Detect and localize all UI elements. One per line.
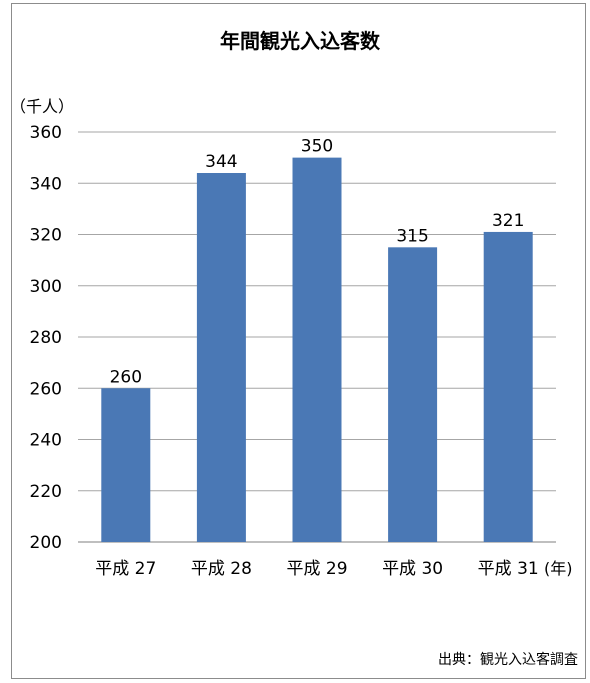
bar xyxy=(292,157,342,542)
data-label: 344 xyxy=(205,152,237,172)
x-axis-unit-label: (年) xyxy=(544,559,573,578)
bar xyxy=(196,173,246,542)
y-tick-label: 260 xyxy=(30,379,62,399)
y-tick-label: 340 xyxy=(30,174,62,194)
data-label: 315 xyxy=(396,226,428,246)
y-axis-unit-label: （千人） xyxy=(10,97,74,116)
data-label: 260 xyxy=(110,367,142,387)
chart-title: 年間観光入込客数 xyxy=(220,29,381,53)
y-tick-label: 200 xyxy=(30,533,62,553)
y-tick-label: 240 xyxy=(30,431,62,451)
y-tick-label: 280 xyxy=(30,328,62,348)
source-note: 出典：観光入込客調査 xyxy=(438,651,578,668)
data-label: 321 xyxy=(492,211,524,231)
y-axis-ticks: 200 220 240 260 280 300 320 340 360 xyxy=(30,123,62,553)
x-category-label: 平成 30 xyxy=(382,559,443,579)
y-tick-label: 360 xyxy=(30,123,62,143)
y-tick-label: 320 xyxy=(30,226,62,246)
data-labels: 260 344 350 315 321 xyxy=(110,137,525,388)
bar xyxy=(483,231,533,542)
x-axis-categories: 平成 27 平成 28 平成 29 平成 30 平成 31 xyxy=(95,559,538,579)
x-category-label: 平成 28 xyxy=(191,559,252,579)
x-category-label: 平成 29 xyxy=(286,559,347,579)
bar xyxy=(101,388,151,542)
x-category-label: 平成 27 xyxy=(95,559,156,579)
x-category-label: 平成 31 xyxy=(478,559,539,579)
bar xyxy=(388,247,438,542)
bars xyxy=(101,157,533,542)
data-label: 350 xyxy=(301,137,333,157)
y-tick-label: 220 xyxy=(30,482,62,502)
y-tick-label: 300 xyxy=(30,277,62,297)
